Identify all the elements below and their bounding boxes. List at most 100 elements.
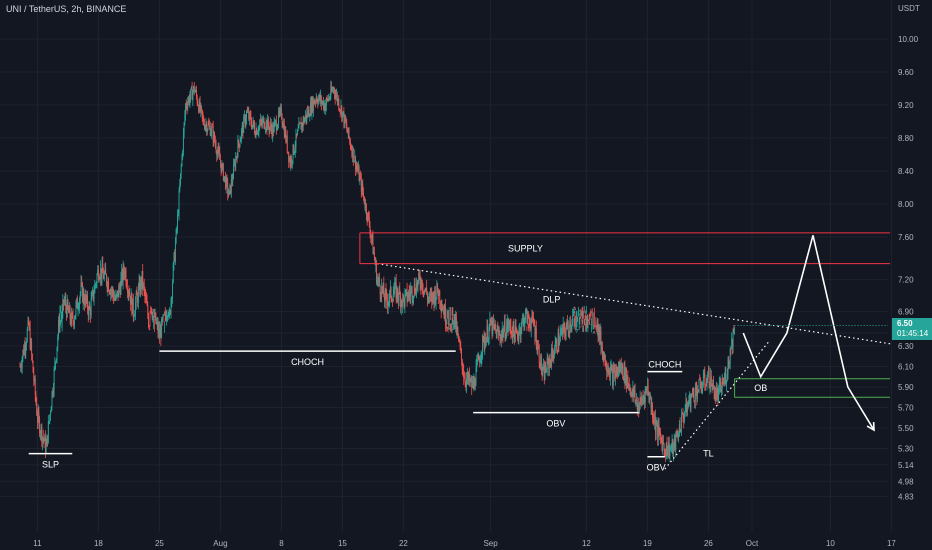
candle-body [182,151,184,156]
candle-body [129,295,131,305]
candle-body [356,165,358,169]
candle-body [466,378,468,386]
candle-body [598,326,600,337]
candle-body [352,147,354,161]
candle-body [299,122,301,124]
candle-body [42,436,44,440]
candle-body [63,299,65,303]
candle-body [670,447,672,449]
candle-body [204,124,205,129]
candle-body [716,389,718,394]
candle-body [244,116,246,125]
candle-body [72,315,74,322]
candle-body [628,385,630,389]
last-price: 6.50 [897,319,913,328]
candle-body [312,98,314,112]
candle-body [259,124,261,127]
y-axis[interactable]: 10.009.609.208.808.408.007.607.206.906.7… [898,35,919,502]
candle-body [390,287,392,300]
candle-body [31,341,33,355]
candle-body [347,129,348,134]
candle-body [536,347,538,350]
candle-body [654,416,656,433]
candle-body [180,165,182,174]
candle-body [222,164,224,181]
candle-body [629,387,631,389]
candle-body [360,177,362,192]
candle-body [247,111,249,113]
candle-body [625,368,627,387]
candle-body [646,385,648,390]
candle-body [559,341,561,346]
candle-body [616,367,618,377]
candle-body [696,389,698,399]
candle-body [311,98,313,114]
candle-body [516,331,518,337]
candle-body [253,120,255,126]
candle-body [484,340,486,348]
candle-body [713,385,715,399]
candle-body [371,234,373,238]
x-tick-label: 22 [399,539,408,548]
candle-body [542,369,544,374]
y-tick-label: 9.60 [898,68,914,77]
candle-body [566,321,568,329]
candle-body [558,333,560,346]
candle-body [365,204,367,209]
candle-body [334,93,336,99]
candle-body [309,116,311,117]
candle-body [641,399,643,402]
candle-body [327,98,329,101]
candle-body [622,363,624,377]
x-axis[interactable]: 11 18 25 Aug 8 15 22 Sep 12 19 26 Oct 10 17 [33,539,896,548]
candle-body [712,380,714,391]
candle-body [518,332,520,339]
candle-body [692,389,694,395]
candle-body [213,133,215,142]
candle-body [52,389,54,395]
candle-body [366,215,368,221]
candle-body [568,331,570,334]
candle-body [87,295,88,310]
candle-body [367,212,369,221]
candle-body [618,365,620,370]
candle-body [683,417,685,421]
candle-body [499,333,501,339]
candle-body [239,141,241,147]
candle-body [265,121,267,129]
candle-body [128,291,130,296]
candle-body [546,371,547,373]
candle-body [697,390,699,393]
candle-body [649,397,651,401]
candle-body [190,88,192,98]
candle-body [230,185,232,194]
candle-body [42,436,43,443]
candle-body [682,412,684,418]
candle-body [172,263,174,283]
level-label: OBV [546,419,565,429]
candle-body [235,156,237,158]
candle-body [444,306,446,318]
candle-body [392,294,394,302]
candle-body [127,291,129,293]
candle-body [304,114,306,119]
candle-body [721,388,722,393]
candle-body [631,393,632,397]
candle-body [681,414,683,431]
candle-body [722,381,724,383]
candle-body [231,179,233,182]
candle-body [76,298,78,309]
candle-body [459,341,461,347]
candle-body [84,301,86,306]
candle-body [495,329,497,339]
candle-body [200,105,202,111]
candle-body [439,290,441,303]
candle-body [587,319,589,329]
candle-body [562,324,564,335]
candle-body [374,258,376,265]
candle-body [676,433,677,437]
candle-body [733,329,735,334]
candle-body [183,122,185,133]
candle-body [476,361,478,368]
